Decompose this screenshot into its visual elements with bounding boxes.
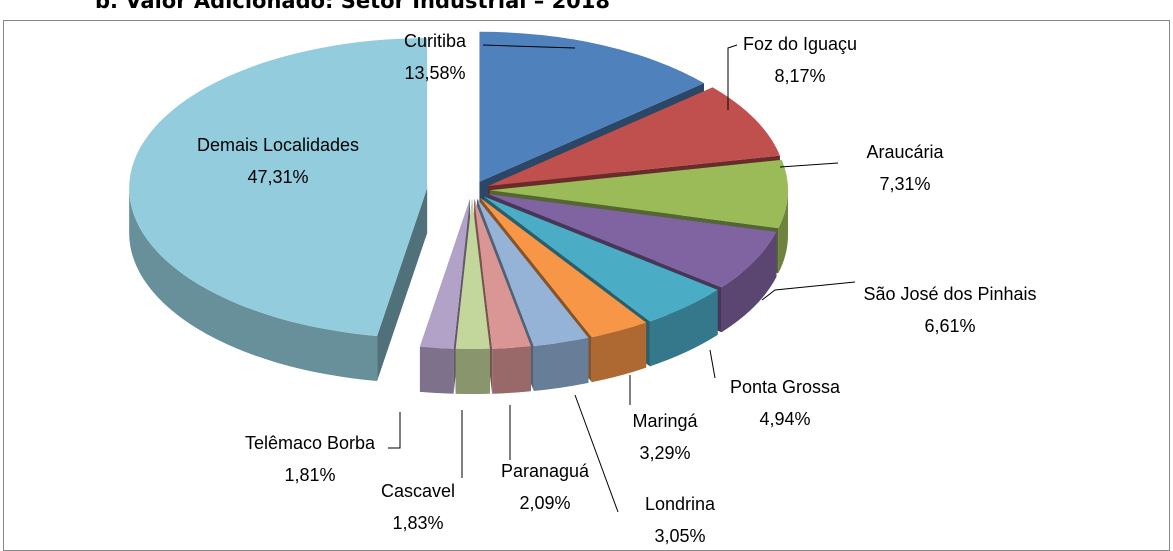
leader-line xyxy=(574,394,619,513)
slice-side xyxy=(778,190,788,274)
chart-title: b. Valor Adicionado: Setor Industrial – … xyxy=(95,0,610,13)
slice xyxy=(488,194,777,288)
data-label-name: Londrina xyxy=(645,494,716,514)
data-label-name: Telêmaco Borba xyxy=(245,433,376,453)
slice xyxy=(455,199,490,350)
slice-side xyxy=(591,322,647,383)
data-label-name: Paranaguá xyxy=(501,461,590,481)
data-label-value: 7,31% xyxy=(879,174,930,194)
slice-side xyxy=(649,289,718,367)
data-label-name: Demais Localidades xyxy=(197,135,359,155)
leader-line xyxy=(709,349,716,379)
leader-line xyxy=(727,44,738,110)
slice xyxy=(129,38,428,336)
slice xyxy=(489,159,788,229)
data-label-value: 3,05% xyxy=(654,526,705,546)
data-label-value: 2,09% xyxy=(519,493,570,513)
data-label-name: Araucária xyxy=(866,142,944,162)
slice-side xyxy=(721,231,777,333)
data-label-name: Foz do Iguaçu xyxy=(743,34,857,54)
data-label-name: Maringá xyxy=(632,411,698,431)
slice-side xyxy=(129,188,378,381)
data-label-value: 4,94% xyxy=(759,409,810,429)
data-label-value: 1,83% xyxy=(392,513,443,533)
data-label-name: Ponta Grossa xyxy=(730,377,841,397)
slice xyxy=(477,198,589,346)
data-label-name: Curitiba xyxy=(404,31,467,51)
slice xyxy=(479,31,704,182)
slice xyxy=(419,199,470,349)
data-label-value: 8,17% xyxy=(774,66,825,86)
slice xyxy=(488,87,780,186)
slice-side xyxy=(455,348,490,395)
leader-line xyxy=(388,412,401,449)
slice-side xyxy=(419,346,454,394)
slice xyxy=(474,198,531,349)
data-label-value: 1,81% xyxy=(284,465,335,485)
slice-side xyxy=(533,337,589,391)
slice xyxy=(484,196,718,322)
leader-line xyxy=(779,162,839,168)
slice xyxy=(480,198,647,338)
slice-side xyxy=(492,346,531,394)
slice-wall xyxy=(377,188,428,381)
data-label-value: 13,58% xyxy=(404,63,465,83)
data-label-name: São José dos Pinhais xyxy=(863,284,1036,304)
leader-line xyxy=(761,281,856,301)
data-label-value: 47,31% xyxy=(247,167,308,187)
data-label-value: 3,29% xyxy=(639,443,690,463)
data-label-value: 6,61% xyxy=(924,316,975,336)
pie-tops xyxy=(129,31,788,350)
data-label-name: Cascavel xyxy=(381,481,455,501)
leader-line xyxy=(482,44,576,49)
